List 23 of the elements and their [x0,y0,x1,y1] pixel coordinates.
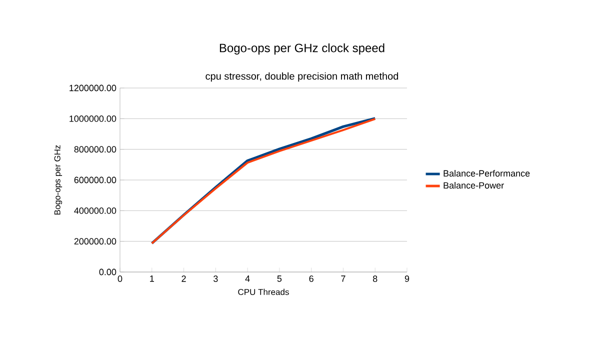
x-axis-title: CPU Threads [238,288,289,296]
y-tick-label: 600000.00 [74,176,116,184]
legend-label: Balance-Power [444,182,504,189]
x-tick-label: 4 [245,276,250,282]
y-axis-title: Bogo-ops per GHz [54,145,62,215]
x-tick-label: 0 [118,276,122,282]
x-tick-label: 6 [309,276,314,282]
x-tick-label: 8 [372,276,378,282]
y-tick-label: 800000.00 [74,146,116,153]
y-tick-label: 400000.00 [74,207,116,214]
chart-title: Bogo-ops per GHz clock speed [220,43,384,55]
x-tick-label: 3 [214,276,218,282]
y-tick-label: 1000000.00 [70,115,116,122]
legend-label: Balance-Performance [444,170,530,177]
x-tick-label: 5 [277,276,282,282]
chart-subtitle: cpu stressor, double precision math method [206,72,398,82]
x-tick-label: 2 [182,276,186,282]
y-tick-label: 1200000.00 [70,84,116,92]
y-tick-label: 0.00 [99,268,116,276]
x-tick-label: 1 [150,276,154,282]
x-tick-label: 9 [404,276,410,282]
y-tick-label: 200000.00 [74,238,116,245]
x-tick-label: 7 [341,276,346,282]
